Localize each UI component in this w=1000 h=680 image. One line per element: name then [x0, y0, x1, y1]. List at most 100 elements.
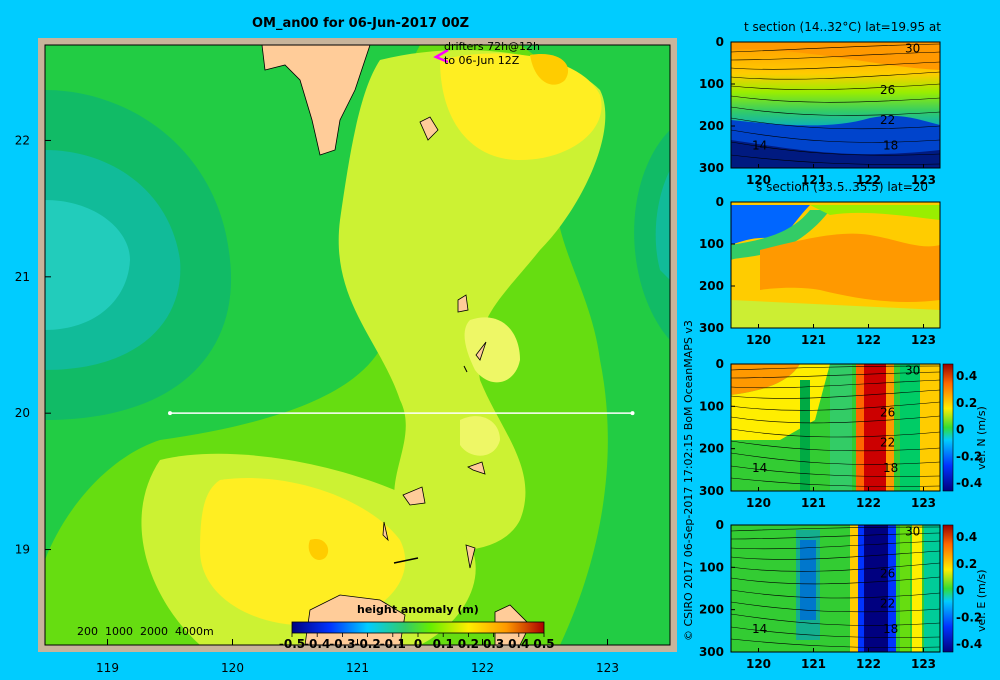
vel-colorbar-tick-label: 0.4 — [956, 530, 977, 544]
map-xtick-label: 121 — [346, 661, 369, 675]
panel-xtick-label: 121 — [801, 657, 826, 671]
panel-xtick-label: 120 — [746, 333, 771, 347]
panel-xtick-label: 123 — [911, 496, 936, 510]
panel-ytick-label: 100 — [699, 77, 724, 91]
contour-label: 14 — [752, 138, 767, 152]
vel-colorbar-tick-label: 0.4 — [956, 369, 977, 383]
map-xtick-label: 120 — [221, 661, 244, 675]
panel-ytick-label: 100 — [699, 237, 724, 251]
height-colorbar-ticks: -0.5-0.4-0.3-0.2-0.1 0 0.1 0.2 0.3 0.4 0.5 — [279, 633, 555, 651]
panel-ytick-label: 300 — [699, 321, 724, 335]
panel-xtick-label: 120 — [746, 173, 771, 187]
map-ytick-label: 19 — [15, 543, 30, 557]
panel-xtick-label: 122 — [856, 496, 881, 510]
contour-label: 30 — [905, 363, 920, 377]
panel-xtick-label: 121 — [801, 173, 826, 187]
vel-colorbar-tick-label: -0.4 — [956, 637, 982, 651]
panel-temperature-section — [730, 41, 941, 169]
temperature-section-title: t section (14..32°C) lat=19.95 at — [744, 20, 941, 34]
panel-ytick-label: 300 — [699, 645, 724, 659]
panel-velocity-east — [730, 524, 954, 653]
vel-colorbar-tick-label: -0.4 — [956, 476, 982, 490]
vel-colorbar-tick-label: 0 — [956, 584, 964, 598]
panel-xtick-label: 122 — [856, 333, 881, 347]
copyright-label: © CSIRO 2017 06-Sep-2017 17:02:15 BoM Oc… — [682, 320, 695, 641]
panel-xtick-label: 122 — [856, 173, 881, 187]
map-ytick-label: 21 — [15, 270, 30, 284]
vel-colorbar-tick-label: 0.2 — [956, 396, 977, 410]
drifters-label-1: drifters 72h@12h — [444, 40, 541, 53]
contour-label: 18 — [883, 461, 898, 475]
salinity-section-title: s section (33.5..35.5) lat=20 — [756, 180, 929, 194]
panel-xtick-label: 122 — [856, 657, 881, 671]
colorbar-tick-label: 0.2 — [458, 637, 479, 651]
panel-xtick-label: 121 — [801, 496, 826, 510]
panel-salinity-section — [730, 201, 941, 329]
colorbar-tick-label: 0.4 — [508, 637, 529, 651]
map-xtick-label: 119 — [96, 661, 119, 675]
map-xtick-label: 123 — [596, 661, 619, 675]
colorbar-tick-label: 0 — [414, 637, 422, 651]
vel-colorbar-tick-label: 0.2 — [956, 557, 977, 571]
contour-label: 22 — [880, 597, 895, 611]
contour-label: 22 — [880, 113, 895, 127]
colorbar-tick-label: -0.3 — [329, 637, 355, 651]
drifters-label-2: to 06-Jun 12Z — [444, 54, 520, 67]
contour-label: 22 — [880, 436, 895, 450]
map-ytick-label: 22 — [15, 133, 30, 147]
panel-xtick-label: 123 — [911, 657, 936, 671]
colorbar-tick-label: -0.1 — [380, 637, 406, 651]
contour-label: 26 — [880, 405, 895, 419]
vel-e-label: vel. E (m/s) — [975, 569, 988, 632]
vel-n-colorbar — [942, 363, 954, 492]
vel-colorbar-tick-label: 0 — [956, 423, 964, 437]
colorbar-tick-label: 0.5 — [533, 637, 554, 651]
contour-label: 18 — [883, 138, 898, 152]
panel-ytick-label: 100 — [699, 560, 724, 574]
height-colorbar-scale — [291, 621, 545, 634]
panel-ytick-label: 0 — [716, 35, 724, 49]
contour-label: 18 — [883, 622, 898, 636]
main-title: OM_an00 for 06-Jun-2017 00Z — [252, 16, 470, 31]
vel-colorbar-tick-label: -0.2 — [956, 449, 982, 463]
colorbar-tick-label: -0.4 — [304, 637, 330, 651]
transect-end-marker — [630, 411, 635, 416]
height-anomaly-field — [45, 45, 670, 645]
map-axes: 119 120 121 122 123 19 20 21 22 — [15, 133, 619, 675]
panel-xtick-label: 120 — [746, 496, 771, 510]
panel-ytick-label: 0 — [716, 518, 724, 532]
panel-ytick-label: 200 — [699, 442, 724, 456]
colorbar-title: height anomaly (m) — [357, 603, 479, 616]
panel-xtick-label: 120 — [746, 657, 771, 671]
panel-ytick-label: 200 — [699, 603, 724, 617]
drifter-marker — [433, 48, 449, 64]
contour-label: 30 — [905, 524, 920, 538]
panel-ytick-label: 300 — [699, 161, 724, 175]
vel-colorbar-tick-label: -0.2 — [956, 610, 982, 624]
transect-start-marker — [168, 411, 172, 416]
panel-xtick-label: 123 — [911, 173, 936, 187]
contour-label: 30 — [905, 41, 920, 55]
panel-ytick-label: 200 — [699, 279, 724, 293]
map-ytick-label: 20 — [15, 406, 30, 420]
colorbar-tick-label: 0.3 — [483, 637, 504, 651]
contour-label: 26 — [880, 566, 895, 580]
panel-velocity-north — [730, 363, 954, 492]
colorbar-tick-label: -0.2 — [354, 637, 380, 651]
map-xtick-label: 122 — [471, 661, 494, 675]
contour-label: 14 — [752, 461, 767, 475]
vel-n-label: vel. N (m/s) — [975, 406, 988, 470]
panel-ytick-label: 300 — [699, 484, 724, 498]
panel-ytick-label: 0 — [716, 195, 724, 209]
panel-xtick-label: 123 — [911, 333, 936, 347]
colorbar-tick-label: 0.1 — [433, 637, 454, 651]
depth-contour-legend: 200 1000 2000 4000m — [77, 625, 214, 638]
height-colorbar: -0.5-0.4-0.3-0.2-0.1 0 0.1 0.2 0.3 0.4 0.5 — [279, 621, 555, 651]
panel-ytick-label: 200 — [699, 119, 724, 133]
panel-xtick-label: 121 — [801, 333, 826, 347]
main-map: 119 120 121 122 123 19 20 21 22 — [15, 38, 677, 675]
vel-e-colorbar — [942, 524, 954, 653]
contour-label: 26 — [880, 83, 895, 97]
contour-label: 14 — [752, 622, 767, 636]
